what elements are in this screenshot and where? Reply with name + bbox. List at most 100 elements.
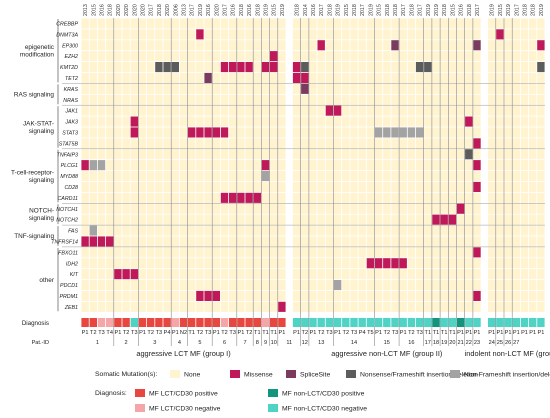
mutation-cell <box>325 225 334 236</box>
mutation-cell <box>374 160 383 171</box>
mutation-cell <box>130 160 138 171</box>
mutation-cell <box>440 18 448 29</box>
mutation-cell <box>229 62 237 73</box>
mutation-cell <box>496 40 504 51</box>
mutation-cell <box>520 105 529 116</box>
mutation-cell <box>325 94 334 105</box>
mutation-cell <box>358 51 366 62</box>
mutation-cell <box>81 105 89 116</box>
mutation-cell <box>130 72 138 83</box>
mutation-cell <box>504 301 512 312</box>
mutation-cell <box>278 149 286 160</box>
mutation-cell <box>374 203 383 214</box>
mutation-cell <box>496 149 504 160</box>
mutation-cell <box>97 269 106 280</box>
mutation-cell <box>253 171 261 182</box>
mutation-cell <box>317 192 325 203</box>
mutation-cell <box>456 29 465 40</box>
mutation-cell <box>512 94 520 105</box>
mutation-cell <box>529 105 537 116</box>
mutation-cell <box>278 301 286 312</box>
mutation-cell <box>333 269 342 280</box>
mutation-cell <box>512 105 520 116</box>
mutation-cell <box>89 269 97 280</box>
mutation-cell <box>342 280 350 291</box>
mutation-cell <box>358 181 366 192</box>
mutation-cell <box>292 258 301 269</box>
sample-label: P1 <box>237 330 244 336</box>
mutation-cell <box>448 225 457 236</box>
mutation-cell <box>473 171 481 182</box>
mutation-cell <box>229 225 237 236</box>
mutation-cell <box>301 269 309 280</box>
mutation-cell <box>529 290 537 301</box>
mutation-cell <box>138 203 147 214</box>
legend-swatch <box>268 404 278 412</box>
mutation-cell <box>270 29 278 40</box>
mutation-cell <box>309 225 317 236</box>
mutation-cell <box>350 171 358 182</box>
mutation-cell <box>301 62 309 73</box>
mutation-cell <box>465 72 473 83</box>
sample-label: P1 <box>213 330 220 336</box>
mutation-cell <box>81 301 89 312</box>
mutation-cell <box>333 105 342 116</box>
patient-id: 18 <box>433 340 439 346</box>
mutation-cell <box>245 214 253 225</box>
mutation-cell <box>325 62 334 73</box>
mutation-cell <box>333 247 342 258</box>
mutation-cell <box>407 138 416 149</box>
mutation-cell <box>488 160 496 171</box>
mutation-cell <box>179 51 188 62</box>
mutation-cell <box>424 203 432 214</box>
mutation-cell <box>278 51 286 62</box>
mutation-cell <box>325 105 334 116</box>
mutation-cell <box>292 62 301 73</box>
mutation-cell <box>456 105 465 116</box>
mutation-cell <box>399 83 407 94</box>
mutation-cell <box>317 127 325 138</box>
mutation-cell <box>270 62 278 73</box>
mutation-cell <box>391 280 399 291</box>
mutation-cell <box>529 301 537 312</box>
mutation-cell <box>253 203 261 214</box>
mutation-cell <box>155 72 163 83</box>
mutation-cell <box>220 171 229 182</box>
mutation-cell <box>155 203 163 214</box>
mutation-cell <box>155 258 163 269</box>
mutation-cell <box>399 40 407 51</box>
mutation-cell <box>220 94 229 105</box>
mutation-cell <box>179 203 188 214</box>
gene-labels: CREBBPDNMT3AEP300EZH2KMT2DTET2KRASNRASJA… <box>51 21 79 310</box>
mutation-cell <box>81 94 89 105</box>
mutation-cell <box>399 116 407 127</box>
diagnosis-cell <box>163 318 171 327</box>
mutation-cell <box>292 105 301 116</box>
mutation-cell <box>432 203 440 214</box>
mutation-cell <box>456 301 465 312</box>
mutation-cell <box>138 236 147 247</box>
mutation-cell <box>89 127 97 138</box>
mutation-cell <box>512 203 520 214</box>
mutation-cell <box>179 29 188 40</box>
mutation-cell <box>456 247 465 258</box>
mutation-cell <box>278 160 286 171</box>
mutation-cell <box>89 181 97 192</box>
sample-label: P1 <box>400 330 407 336</box>
mutation-cell <box>130 94 138 105</box>
mutation-cell <box>537 203 545 214</box>
mutation-cell <box>188 280 196 291</box>
sample-label: T2 <box>318 330 325 336</box>
mutation-cell <box>188 171 196 182</box>
mutation-cell <box>237 301 245 312</box>
mutation-cell <box>350 105 358 116</box>
mutation-cell <box>155 247 163 258</box>
mutation-cell <box>81 214 89 225</box>
mutation-cell <box>504 116 512 127</box>
mutation-cell <box>415 83 424 94</box>
patient-id: 7 <box>243 340 246 346</box>
mutation-cell <box>122 62 130 73</box>
mutation-cell <box>448 72 457 83</box>
mutation-cell <box>245 127 253 138</box>
mutation-cell <box>465 160 473 171</box>
